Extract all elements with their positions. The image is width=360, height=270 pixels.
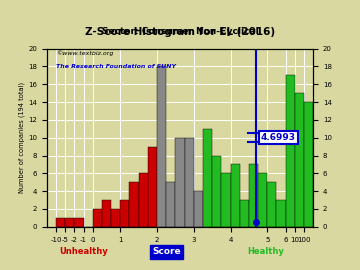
Title: Z-Score Histogram for EL (2016): Z-Score Histogram for EL (2016) bbox=[85, 27, 275, 37]
Bar bbox=[267, 182, 276, 227]
Bar bbox=[203, 129, 212, 227]
Bar bbox=[258, 173, 267, 227]
Bar bbox=[130, 182, 139, 227]
Text: Score: Score bbox=[152, 247, 181, 256]
Bar bbox=[230, 164, 240, 227]
Text: The Research Foundation of SUNY: The Research Foundation of SUNY bbox=[56, 64, 176, 69]
Bar bbox=[56, 218, 65, 227]
Text: Sector: Consumer Non-Cyclical: Sector: Consumer Non-Cyclical bbox=[102, 27, 258, 36]
Bar bbox=[148, 147, 157, 227]
Bar bbox=[102, 200, 111, 227]
Bar bbox=[93, 209, 102, 227]
Bar bbox=[166, 182, 175, 227]
Bar bbox=[285, 75, 295, 227]
Bar bbox=[240, 200, 249, 227]
Bar bbox=[157, 66, 166, 227]
Bar bbox=[175, 138, 185, 227]
Bar bbox=[221, 173, 230, 227]
Bar bbox=[111, 209, 120, 227]
Bar bbox=[249, 164, 258, 227]
Text: Healthy: Healthy bbox=[247, 247, 284, 256]
Bar bbox=[120, 200, 130, 227]
Bar bbox=[304, 102, 313, 227]
Bar bbox=[194, 191, 203, 227]
Text: Unhealthy: Unhealthy bbox=[60, 247, 108, 256]
Bar bbox=[276, 200, 285, 227]
Y-axis label: Number of companies (194 total): Number of companies (194 total) bbox=[19, 82, 25, 193]
Bar bbox=[295, 93, 304, 227]
Text: 4.6993: 4.6993 bbox=[261, 133, 296, 142]
Bar bbox=[185, 138, 194, 227]
Bar bbox=[139, 173, 148, 227]
Text: ©www.textbiz.org: ©www.textbiz.org bbox=[56, 50, 113, 56]
Bar bbox=[65, 218, 75, 227]
Bar bbox=[212, 156, 221, 227]
Bar bbox=[75, 218, 84, 227]
